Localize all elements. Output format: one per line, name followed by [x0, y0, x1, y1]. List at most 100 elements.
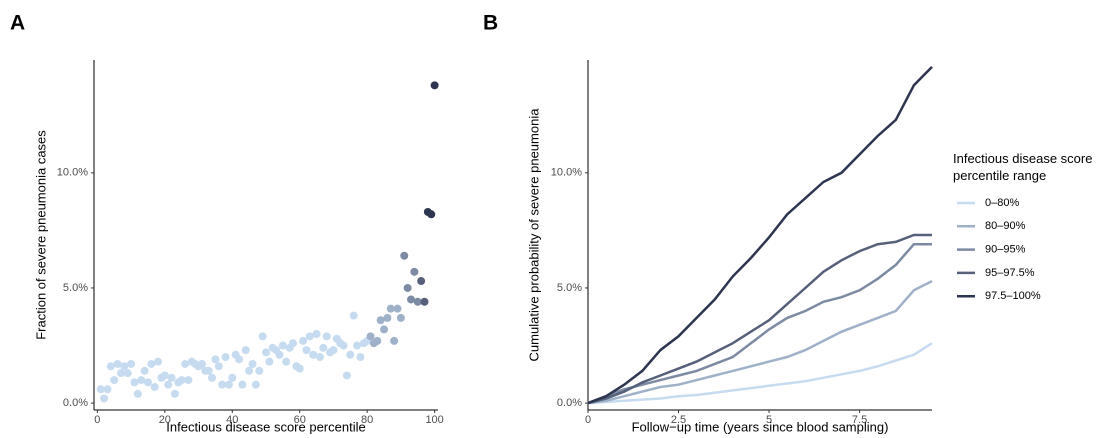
point — [380, 325, 389, 334]
line — [587, 233, 932, 405]
point — [356, 353, 365, 362]
point — [184, 376, 193, 385]
y-tick-label: 10.0% — [551, 167, 582, 179]
point — [120, 362, 129, 371]
point — [177, 376, 186, 385]
point — [373, 336, 382, 345]
x-tick-label: 80 — [361, 414, 373, 426]
x-tick-label: 100 — [425, 414, 443, 426]
y-axis-title: Fraction of severe pneumonia cases — [33, 130, 48, 340]
point — [204, 366, 213, 375]
point — [228, 373, 237, 382]
point — [430, 81, 439, 90]
legend-label: 0–80% — [985, 197, 1019, 209]
line — [587, 279, 933, 405]
y-tick-label: 10.0% — [57, 167, 88, 179]
point — [400, 251, 409, 260]
point — [339, 341, 348, 350]
point — [241, 346, 250, 355]
point — [208, 373, 217, 382]
point — [164, 380, 173, 389]
point — [103, 385, 112, 394]
x-tick-label: 20 — [159, 414, 171, 426]
point — [96, 385, 105, 394]
x-tick-label: 5 — [766, 414, 772, 426]
point — [386, 304, 395, 313]
point — [160, 371, 169, 380]
point — [127, 359, 136, 368]
point — [410, 267, 419, 276]
x-tick-label: 0 — [94, 414, 100, 426]
point — [396, 313, 405, 322]
point — [147, 359, 156, 368]
x-tick-label: 0 — [585, 414, 591, 426]
point — [214, 362, 223, 371]
point — [116, 369, 125, 378]
point — [278, 341, 287, 350]
point — [123, 369, 132, 378]
y-tick-label: 0.0% — [63, 397, 88, 409]
point — [150, 382, 159, 391]
point — [329, 346, 338, 355]
point — [255, 366, 264, 375]
point — [245, 366, 254, 375]
point — [262, 348, 270, 357]
point — [413, 297, 422, 306]
point — [305, 332, 314, 341]
point — [170, 389, 179, 398]
point — [143, 378, 152, 387]
x-tick-label: 40 — [226, 414, 238, 426]
point — [133, 389, 142, 398]
point — [302, 346, 311, 355]
panel-label: B — [483, 12, 498, 35]
point — [106, 362, 115, 371]
point — [407, 295, 416, 304]
point — [238, 380, 247, 389]
point — [315, 353, 324, 362]
point — [403, 283, 412, 292]
y-axis-title: Cumulative probability of severe pneumon… — [526, 108, 541, 362]
point — [154, 357, 163, 366]
point — [265, 357, 274, 366]
point — [130, 378, 139, 387]
x-axis-title: Follow−up time (years since blood sampli… — [632, 419, 889, 434]
y-tick-label: 5.0% — [63, 282, 88, 294]
line — [587, 342, 933, 405]
point — [427, 210, 436, 219]
x-tick-label: 60 — [294, 414, 306, 426]
y-tick-label: 0.0% — [557, 397, 582, 409]
point — [167, 373, 176, 382]
x-axis-title: Infectious disease score percentile — [166, 419, 365, 434]
panel-label: A — [10, 12, 25, 35]
point — [342, 371, 351, 380]
point — [218, 380, 227, 389]
point — [100, 394, 109, 403]
point — [393, 304, 402, 313]
point — [366, 332, 375, 341]
point — [349, 311, 358, 320]
legend-title: Infectious disease score percentile rang… — [953, 151, 1093, 183]
point — [248, 359, 257, 368]
point — [211, 355, 220, 364]
point — [319, 343, 328, 352]
point — [235, 355, 244, 364]
point — [113, 359, 122, 368]
point — [376, 316, 385, 325]
point — [282, 357, 291, 366]
point — [383, 313, 392, 322]
point — [353, 341, 362, 350]
legend-label: 90–95% — [985, 244, 1026, 256]
x-tick-label: 7.5 — [852, 414, 867, 426]
point — [420, 297, 429, 306]
legend-label: 97.5–100% — [985, 290, 1041, 302]
point — [346, 350, 355, 359]
point — [197, 359, 206, 368]
point — [110, 376, 119, 385]
point — [288, 339, 297, 348]
line — [587, 66, 933, 405]
legend-label: 80–90% — [985, 220, 1026, 232]
point — [322, 332, 331, 341]
point — [224, 380, 233, 389]
point — [417, 277, 426, 286]
